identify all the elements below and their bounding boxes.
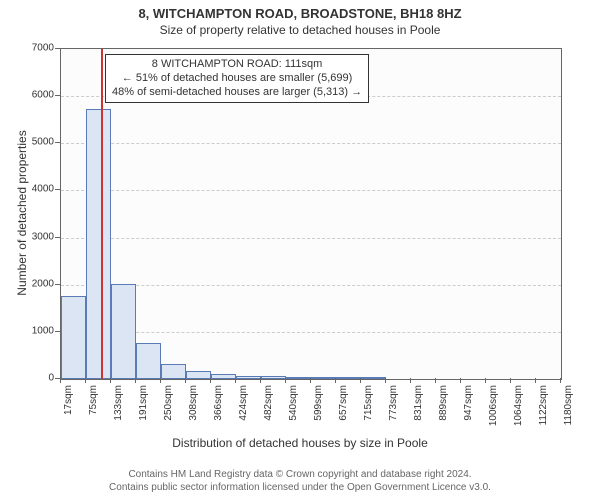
chart-title: 8, WITCHAMPTON ROAD, BROADSTONE, BH18 8H…: [0, 6, 600, 21]
x-tick-label: 1122sqm: [538, 385, 549, 425]
histogram-bar: [161, 364, 186, 379]
x-tick-mark: [210, 378, 211, 383]
x-tick-mark: [310, 378, 311, 383]
x-tick-label: 773sqm: [388, 385, 399, 421]
info-line-2: ← 51% of detached houses are smaller (5,…: [112, 72, 362, 86]
x-tick-mark: [260, 378, 261, 383]
x-tick-mark: [235, 378, 236, 383]
x-tick-label: 250sqm: [163, 385, 174, 421]
x-tick-mark: [560, 378, 561, 383]
x-tick-label: 1064sqm: [513, 385, 524, 426]
gridline: [61, 285, 561, 286]
y-tick-mark: [55, 284, 60, 285]
x-tick-label: 715sqm: [363, 385, 374, 421]
gridline: [61, 143, 561, 144]
histogram-bar: [111, 284, 136, 379]
y-tick-mark: [55, 189, 60, 190]
page: 8, WITCHAMPTON ROAD, BROADSTONE, BH18 8H…: [0, 0, 600, 500]
info-line-1: 8 WITCHAMPTON ROAD: 111sqm: [112, 58, 362, 72]
x-axis-ticks: 17sqm 75sqm 133sqm 191sqm 250sqm 308sqm 366sqm…: [60, 378, 560, 438]
x-tick-label: 947sqm: [463, 385, 474, 421]
x-tick-mark: [335, 378, 336, 383]
x-tick-mark: [110, 378, 111, 383]
chart-subtitle: Size of property relative to detached ho…: [0, 23, 600, 37]
x-tick-label: 540sqm: [288, 385, 299, 421]
x-tick-label: 657sqm: [338, 385, 349, 421]
x-axis-label: Distribution of detached houses by size …: [0, 436, 600, 450]
y-tick-mark: [55, 331, 60, 332]
x-tick-label: 599sqm: [313, 385, 324, 421]
y-tick-mark: [55, 95, 60, 96]
x-tick-mark: [435, 378, 436, 383]
y-tick-label: 7000: [0, 43, 54, 54]
footer-line-1: Contains HM Land Registry data © Crown c…: [0, 469, 600, 482]
highlight-line: [101, 49, 103, 379]
x-tick-mark: [285, 378, 286, 383]
x-tick-label: 366sqm: [213, 385, 224, 421]
x-tick-label: 1180sqm: [563, 385, 574, 425]
x-tick-label: 133sqm: [113, 385, 124, 421]
y-tick-mark: [55, 48, 60, 49]
y-axis-label: Number of detached properties: [15, 130, 29, 295]
y-tick-mark: [55, 142, 60, 143]
gridline: [61, 332, 561, 333]
x-tick-mark: [535, 378, 536, 383]
x-tick-label: 191sqm: [138, 385, 149, 421]
gridline: [61, 238, 561, 239]
x-tick-mark: [135, 378, 136, 383]
x-tick-label: 1006sqm: [488, 385, 499, 426]
x-tick-label: 831sqm: [413, 385, 424, 421]
x-tick-mark: [60, 378, 61, 383]
x-tick-label: 424sqm: [238, 385, 249, 421]
x-tick-mark: [85, 378, 86, 383]
histogram-bar: [61, 296, 86, 379]
info-box: 8 WITCHAMPTON ROAD: 111sqm ← 51% of deta…: [105, 54, 369, 103]
x-tick-mark: [460, 378, 461, 383]
y-tick-label: 1000: [0, 325, 54, 336]
x-tick-mark: [485, 378, 486, 383]
y-tick-mark: [55, 237, 60, 238]
histogram-bar: [136, 343, 161, 379]
x-tick-label: 889sqm: [438, 385, 449, 421]
x-tick-label: 308sqm: [188, 385, 199, 421]
footer-line-2: Contains public sector information licen…: [0, 482, 600, 495]
footer: Contains HM Land Registry data © Crown c…: [0, 469, 600, 494]
x-tick-mark: [510, 378, 511, 383]
histogram-bar: [86, 109, 111, 379]
y-tick-label: 6000: [0, 90, 54, 101]
x-tick-mark: [185, 378, 186, 383]
x-tick-mark: [410, 378, 411, 383]
info-line-3: 48% of semi-detached houses are larger (…: [112, 86, 362, 100]
titles: 8, WITCHAMPTON ROAD, BROADSTONE, BH18 8H…: [0, 0, 600, 37]
x-tick-label: 482sqm: [263, 385, 274, 421]
x-tick-mark: [360, 378, 361, 383]
x-tick-mark: [160, 378, 161, 383]
x-tick-mark: [385, 378, 386, 383]
x-tick-label: 75sqm: [88, 385, 99, 415]
gridline: [61, 190, 561, 191]
y-tick-label: 0: [0, 373, 54, 384]
x-tick-label: 17sqm: [63, 385, 74, 415]
